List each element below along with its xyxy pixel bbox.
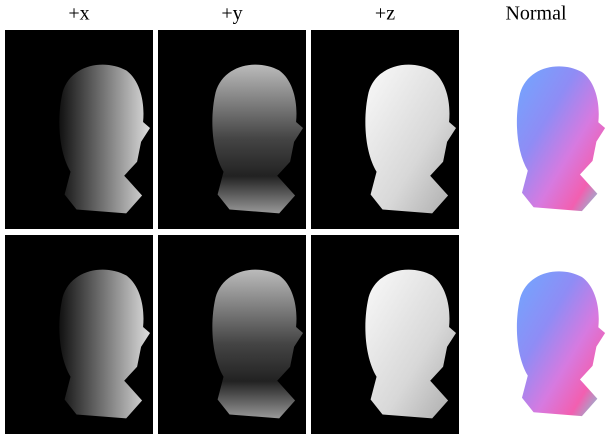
helmet-image	[59, 65, 150, 214]
helmet-image	[365, 65, 456, 214]
helmet-image	[59, 270, 150, 419]
figure: +x +y +z Normal	[0, 0, 608, 435]
column-header: Normal	[505, 3, 567, 25]
column-header: +z	[375, 3, 395, 25]
helmet-image	[212, 270, 303, 419]
column-header: +x	[68, 3, 89, 25]
helmet-image	[517, 271, 605, 416]
image-grid	[5, 30, 608, 434]
column-header: +y	[221, 3, 242, 25]
helmet-image	[517, 66, 605, 211]
helmet-image	[365, 270, 456, 419]
column-headers: +x +y +z Normal	[68, 3, 567, 25]
helmet-image	[212, 65, 303, 214]
